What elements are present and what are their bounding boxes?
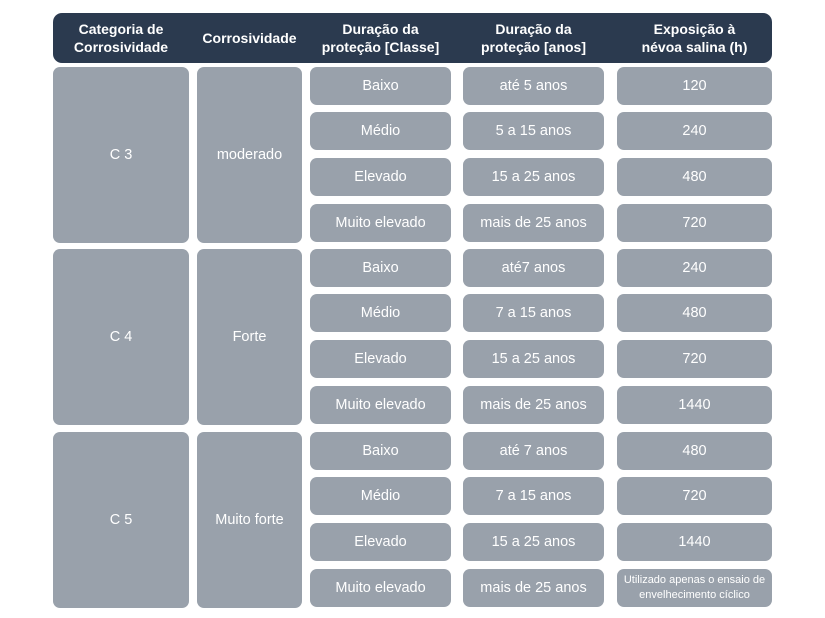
category-cell: C 5: [53, 432, 189, 608]
exposure-hours-cell: 240: [617, 249, 772, 287]
header-salt-spray-exposure: Exposição à névoa salina (h): [641, 21, 748, 55]
corrosivity-cell: Forte: [197, 249, 302, 425]
exposure-hours-cell: 1440: [617, 523, 772, 561]
duration-years-cell: 5 a 15 anos: [463, 112, 604, 150]
duration-class-cell: Elevado: [310, 340, 451, 378]
exposure-hours-cell: Utilizado apenas o ensaio de envelhecime…: [617, 569, 772, 607]
exposure-hours-cell: 480: [617, 158, 772, 196]
duration-class-cell: Muito elevado: [310, 569, 451, 607]
header-category: Categoria de Corrosividade: [73, 21, 169, 55]
exposure-hours-cell: 720: [617, 204, 772, 242]
category-cell: C 3: [53, 67, 189, 243]
duration-years-cell: até7 anos: [463, 249, 604, 287]
corrosivity-cell: moderado: [197, 67, 302, 243]
duration-years-cell: mais de 25 anos: [463, 386, 604, 424]
exposure-hours-cell: 1440: [617, 386, 772, 424]
header-duration-class: Duração da proteção [Classe]: [321, 21, 440, 55]
exposure-hours-cell: 240: [617, 112, 772, 150]
exposure-hours-cell: 720: [617, 477, 772, 515]
exposure-hours-cell: 480: [617, 432, 772, 470]
duration-class-cell: Elevado: [310, 523, 451, 561]
duration-years-cell: 15 a 25 anos: [463, 158, 604, 196]
duration-class-cell: Muito elevado: [310, 386, 451, 424]
exposure-hours-cell: 120: [617, 67, 772, 105]
duration-years-cell: mais de 25 anos: [463, 204, 604, 242]
duration-years-cell: 7 a 15 anos: [463, 477, 604, 515]
header-corrosivity: Corrosividade: [202, 30, 297, 46]
duration-years-cell: 15 a 25 anos: [463, 523, 604, 561]
duration-years-cell: 7 a 15 anos: [463, 294, 604, 332]
duration-class-cell: Baixo: [310, 67, 451, 105]
duration-class-cell: Médio: [310, 112, 451, 150]
exposure-hours-cell: 480: [617, 294, 772, 332]
duration-years-cell: mais de 25 anos: [463, 569, 604, 607]
duration-years-cell: até 5 anos: [463, 67, 604, 105]
duration-class-cell: Baixo: [310, 432, 451, 470]
table-header: Categoria de Corrosividade Corrosividade D…: [53, 13, 772, 63]
duration-class-cell: Elevado: [310, 158, 451, 196]
corrosivity-cell: Muito forte: [197, 432, 302, 608]
duration-class-cell: Médio: [310, 477, 451, 515]
duration-class-cell: Baixo: [310, 249, 451, 287]
duration-years-cell: até 7 anos: [463, 432, 604, 470]
duration-class-cell: Médio: [310, 294, 451, 332]
category-cell: C 4: [53, 249, 189, 425]
duration-years-cell: 15 a 25 anos: [463, 340, 604, 378]
header-duration-years: Duração da proteção [anos]: [480, 21, 586, 55]
duration-class-cell: Muito elevado: [310, 204, 451, 242]
exposure-hours-cell: 720: [617, 340, 772, 378]
